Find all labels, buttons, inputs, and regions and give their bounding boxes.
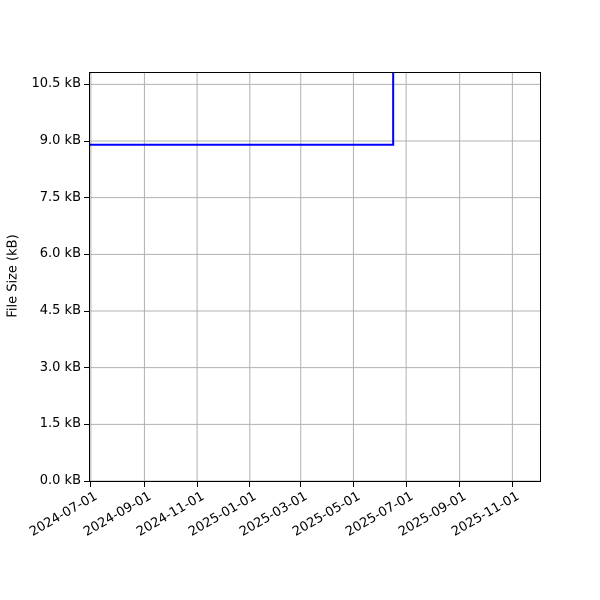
y-tick-label: 10.5 kB [31, 76, 81, 92]
x-tick-mark [352, 482, 354, 487]
y-tick-mark [84, 310, 89, 312]
x-tick-mark [300, 482, 302, 487]
series-line-file-size [90, 73, 395, 146]
y-tick-label: 0.0 kB [39, 473, 81, 488]
y-tick-label: 4.5 kB [39, 303, 81, 318]
y-tick-mark [84, 83, 89, 85]
y-tick-label: 3.0 kB [39, 359, 81, 375]
y-tick-label: 6.0 kB [39, 246, 81, 262]
y-tick-mark [84, 140, 89, 142]
y-tick-label: 7.5 kB [39, 189, 81, 205]
y-tick-label: 1.5 kB [39, 416, 81, 432]
x-tick-mark [459, 482, 461, 487]
x-tick-mark [249, 482, 251, 487]
plot-canvas [90, 73, 540, 481]
x-tick-mark [405, 482, 407, 487]
y-tick-mark [84, 423, 89, 425]
y-tick-mark [84, 197, 89, 199]
x-tick-mark [90, 482, 92, 487]
x-tick-mark [511, 482, 513, 487]
y-tick-mark [84, 480, 89, 482]
x-tick-mark [143, 482, 145, 487]
y-tick-mark [84, 253, 89, 255]
y-tick-label: 9.0 kB [39, 133, 81, 148]
x-tick-mark [196, 482, 198, 487]
plot-area [89, 72, 541, 482]
y-tick-mark [84, 367, 89, 369]
